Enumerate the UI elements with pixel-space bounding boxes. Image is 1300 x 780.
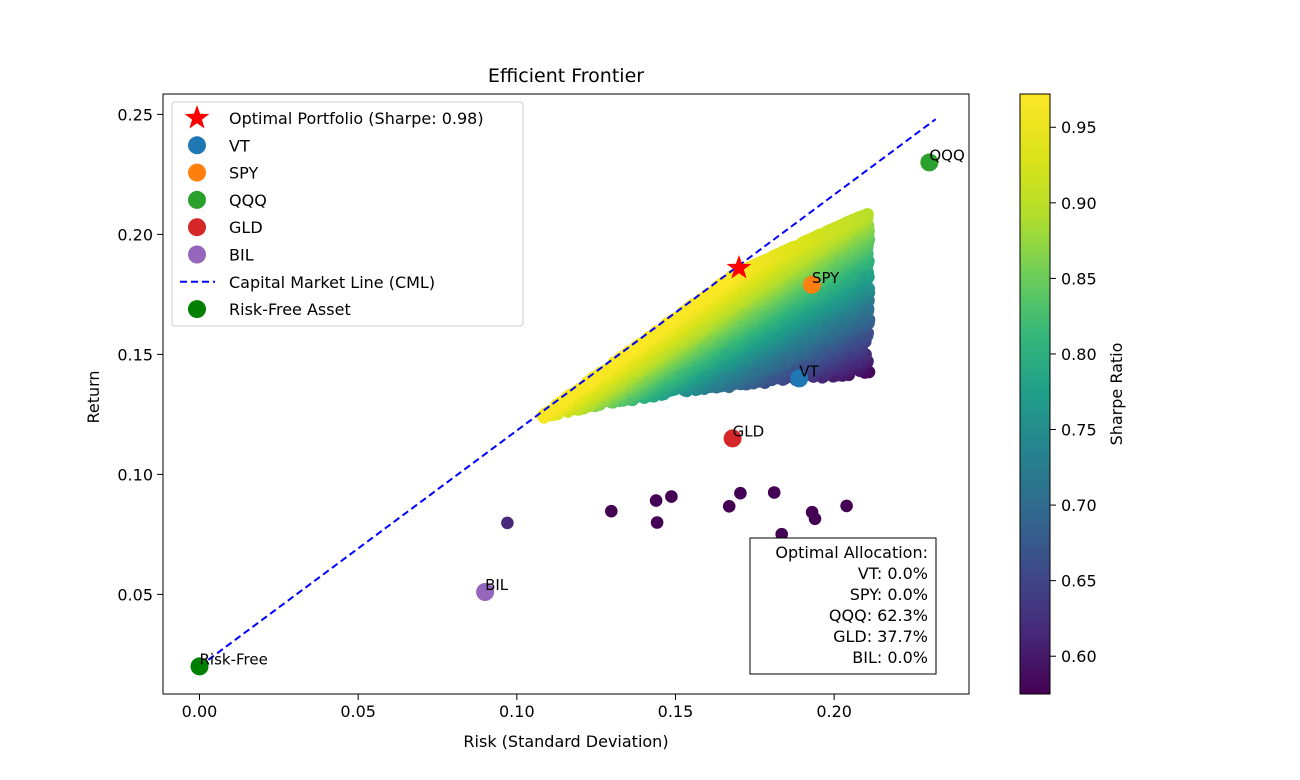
legend-marker-star [184,105,210,129]
portfolio-point [722,500,736,513]
colorbar-tick-label: 0.60 [1061,647,1097,666]
allocation-line-gld: GLD: 37.7% [833,627,928,646]
capital-market-line [198,118,937,668]
allocation-frame [749,537,937,675]
risk-free-marker [190,657,209,676]
legend-marker-circle [188,136,206,155]
x-tick-label: 0.00 [182,702,218,721]
asset-bil-marker [476,583,495,601]
colorbar-tick-label: 0.80 [1061,345,1097,364]
legend-label: BIL [229,246,254,265]
colorbar-tick-label: 0.65 [1061,572,1097,591]
colorbar-tick-label: 0.95 [1061,118,1097,137]
asset-qqq-label: QQQ [929,146,964,164]
portfolio-point [711,280,725,293]
legend-marker-circle [188,218,206,237]
portfolio-point [649,494,663,507]
portfolio-point [632,338,646,351]
allocation-line-vt: VT: 0.0% [858,564,928,583]
y-axis-label: Return [84,370,103,423]
allocation-title: Optimal Allocation: [775,543,928,562]
legend-frame [171,101,524,327]
y-axis-ticks: 0.05 0.10 0.15 0.20 0.25 [117,105,163,604]
legend-marker-circle [188,163,206,182]
plot-frame [162,93,970,695]
portfolio-point [550,398,563,412]
portfolio-point [805,505,819,519]
allocation-line-bil: BIL: 0.0% [852,648,928,667]
portfolio-point [586,371,599,385]
y-tick-label: 0.15 [117,345,153,364]
colorbar-tick-label: 0.70 [1061,496,1097,515]
legend-marker-circle [188,300,206,319]
colorbar-label: Sharpe Ratio [1107,343,1126,446]
colorbar: 0.60 0.65 0.70 0.75 0.80 0.85 0.90 0.95 Sharpe … [1019,93,1126,695]
cml-layer [198,118,937,668]
portfolio-point [660,317,674,330]
portfolio-point [539,407,552,420]
asset-vt-marker [790,369,809,388]
colorbar-tick-label: 0.90 [1061,194,1097,213]
legend-entries: Optimal Portfolio (Sharpe: 0.98) VT SPY QQQ… [180,105,484,319]
x-tick-label: 0.10 [499,702,535,721]
asset-gld-label: GLD [733,422,765,440]
asset-gld-marker [723,429,742,448]
allocation-box: Optimal Allocation: VT: 0.0% SPY: 0.0% Q… [749,537,937,675]
legend-label: VT [229,136,250,155]
portfolio-point [607,356,621,370]
legend-marker-circle [188,245,206,264]
colorbar-gradient [1019,93,1051,695]
portfolio-point [605,504,618,518]
portfolio-point [665,490,678,503]
chart-title: Efficient Frontier [488,65,644,87]
y-tick-label: 0.05 [117,585,153,604]
asset-spy-marker [802,275,821,294]
x-axis-ticks: 0.00 0.05 0.10 0.15 0.20 [182,694,852,721]
y-tick-label: 0.10 [117,465,153,484]
x-tick-label: 0.05 [340,702,376,721]
portfolio-point [650,516,664,529]
optimal-portfolio-star [726,255,752,279]
portfolio-point [767,486,781,499]
simulated-portfolios [501,208,876,541]
asset-bil-label: BIL [485,576,509,594]
scatter-clip-group [501,208,876,541]
allocation-line-spy: SPY: 0.0% [850,585,928,604]
portfolio-point [650,325,663,338]
x-tick-label: 0.15 [658,702,694,721]
portfolio-point [734,486,747,500]
portfolio-point [775,527,788,541]
legend-label: QQQ [229,191,267,210]
legend-marker-circle [188,190,206,209]
portfolio-point [840,499,853,513]
legend: Optimal Portfolio (Sharpe: 0.98) VT SPY QQQ… [171,101,524,327]
y-tick-label: 0.20 [117,225,153,244]
legend-label: GLD [229,218,263,237]
legend-label: Optimal Portfolio (Sharpe: 0.98) [229,109,484,128]
asset-markers: VT SPY QQQ GLD BIL Risk-Free [190,146,965,676]
colorbar-ticks: 0.60 0.65 0.70 0.75 0.80 0.85 0.90 0.95 [1050,118,1097,666]
legend-label: SPY [229,164,258,183]
legend-label: Risk-Free Asset [229,300,351,319]
asset-qqq-marker [920,153,939,172]
portfolio-point [561,390,575,403]
legend-label: Capital Market Line (CML) [229,273,435,292]
y-tick-label: 0.25 [117,105,153,124]
x-tick-label: 0.20 [816,702,852,721]
risk-free-label: Risk-Free [199,650,267,668]
portfolio-point [501,516,514,530]
asset-spy-label: SPY [812,269,840,287]
portfolio-point [700,288,713,302]
asset-vt-label: VT [799,362,819,380]
portfolio-point [686,298,700,311]
x-axis-label: Risk (Standard Deviation) [463,732,668,751]
colorbar-tick-label: 0.75 [1061,421,1097,440]
colorbar-tick-label: 0.85 [1061,269,1097,288]
allocation-line-qqq: QQQ: 62.3% [829,606,928,625]
